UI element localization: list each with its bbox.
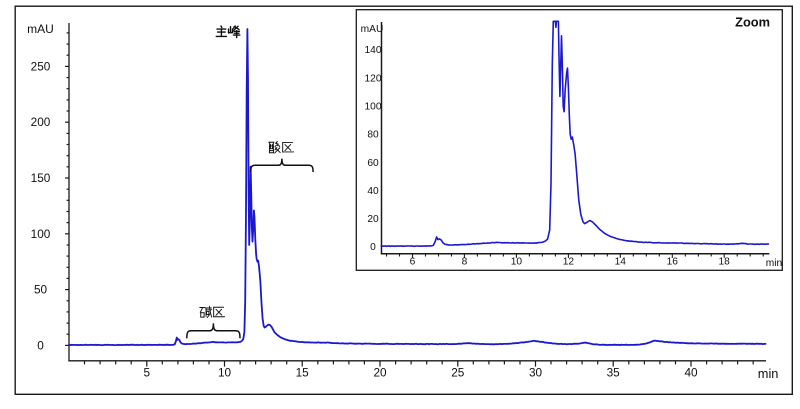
svg-text:6: 6 [410, 257, 416, 268]
svg-text:min: min [766, 258, 782, 269]
svg-text:10: 10 [218, 366, 232, 380]
svg-text:mAU: mAU [361, 24, 384, 35]
svg-text:25: 25 [451, 366, 465, 380]
svg-text:100: 100 [31, 227, 51, 241]
svg-text:18: 18 [719, 257, 731, 268]
svg-text:150: 150 [31, 171, 51, 185]
svg-text:Zoom: Zoom [735, 15, 770, 30]
svg-text:30: 30 [529, 366, 543, 380]
svg-text:15: 15 [296, 366, 310, 380]
svg-text:min: min [758, 366, 779, 381]
svg-text:mAU: mAU [27, 22, 54, 36]
svg-text:8: 8 [462, 257, 468, 268]
svg-text:0: 0 [37, 338, 44, 352]
svg-text:5: 5 [144, 366, 151, 380]
svg-text:120: 120 [365, 73, 382, 84]
svg-text:20: 20 [367, 214, 379, 225]
svg-text:16: 16 [667, 257, 679, 268]
svg-text:140: 140 [365, 45, 382, 56]
svg-text:12: 12 [563, 257, 575, 268]
svg-text:0: 0 [370, 242, 376, 253]
svg-text:35: 35 [607, 366, 621, 380]
svg-text:40: 40 [684, 366, 698, 380]
svg-text:10: 10 [511, 257, 523, 268]
svg-text:60: 60 [367, 158, 379, 169]
svg-text:50: 50 [34, 283, 48, 297]
svg-text:80: 80 [367, 130, 379, 141]
svg-text:200: 200 [31, 115, 51, 129]
svg-text:100: 100 [365, 102, 382, 113]
svg-text:40: 40 [367, 186, 379, 197]
svg-text:14: 14 [615, 257, 627, 268]
svg-text:20: 20 [373, 366, 387, 380]
svg-text:250: 250 [31, 59, 51, 73]
